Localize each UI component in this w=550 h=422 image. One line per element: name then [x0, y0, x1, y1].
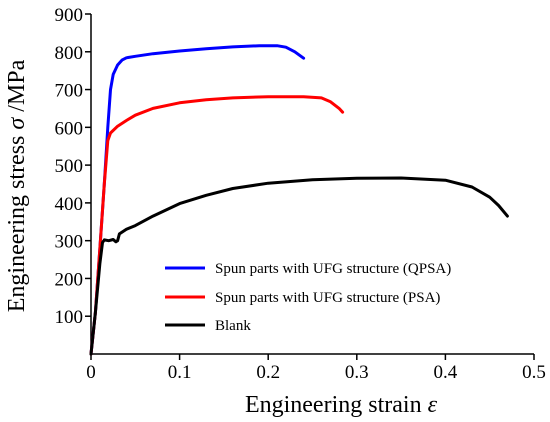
- y-tick-label: 900: [55, 5, 84, 26]
- y-axis-label: Engineering stress σ /MPa: [4, 59, 30, 312]
- series-lines: [89, 44, 509, 356]
- y-tick-label: 700: [55, 81, 84, 102]
- y-axis-label-unit: /MPa: [4, 59, 30, 117]
- x-tick-label: 0.2: [256, 362, 280, 383]
- series-line-1: [89, 95, 345, 356]
- legend: Spun parts with UFG structure (QPSA) Spu…: [165, 261, 451, 334]
- x-tick-label: 0.1: [168, 362, 192, 383]
- y-axis-ticks: 100 200 300 400 500 600 700 800 900: [55, 5, 91, 328]
- y-tick-label: 600: [55, 118, 84, 139]
- legend-label-blank: Blank: [215, 318, 251, 334]
- x-tick-label: 0.3: [345, 362, 369, 383]
- y-tick-label: 100: [55, 307, 84, 328]
- x-axis-label-symbol: ε: [428, 392, 438, 418]
- x-axis-ticks: 0 0.1 0.2 0.3 0.4 0.5: [86, 354, 546, 383]
- y-tick-label: 400: [55, 194, 84, 215]
- x-axis-label-text: Engineering strain: [245, 392, 428, 418]
- y-axis-label-text: Engineering stress: [4, 130, 30, 313]
- x-tick-label: 0.4: [434, 362, 458, 383]
- y-tick-label: 200: [55, 269, 84, 290]
- y-tick-label: 300: [55, 232, 84, 253]
- series-line-0: [89, 44, 306, 356]
- y-tick-label: 800: [55, 43, 84, 64]
- x-tick-label: 0: [86, 362, 96, 383]
- legend-label-qpsa: Spun parts with UFG structure (QPSA): [215, 261, 451, 277]
- legend-label-psa: Spun parts with UFG structure (PSA): [215, 290, 440, 306]
- series-line-2: [89, 176, 509, 356]
- y-axis-label-symbol: σ: [4, 117, 30, 130]
- y-tick-label: 500: [55, 156, 84, 177]
- x-tick-label: 0.5: [522, 362, 546, 383]
- x-axis-label: Engineering strain ε: [245, 392, 438, 418]
